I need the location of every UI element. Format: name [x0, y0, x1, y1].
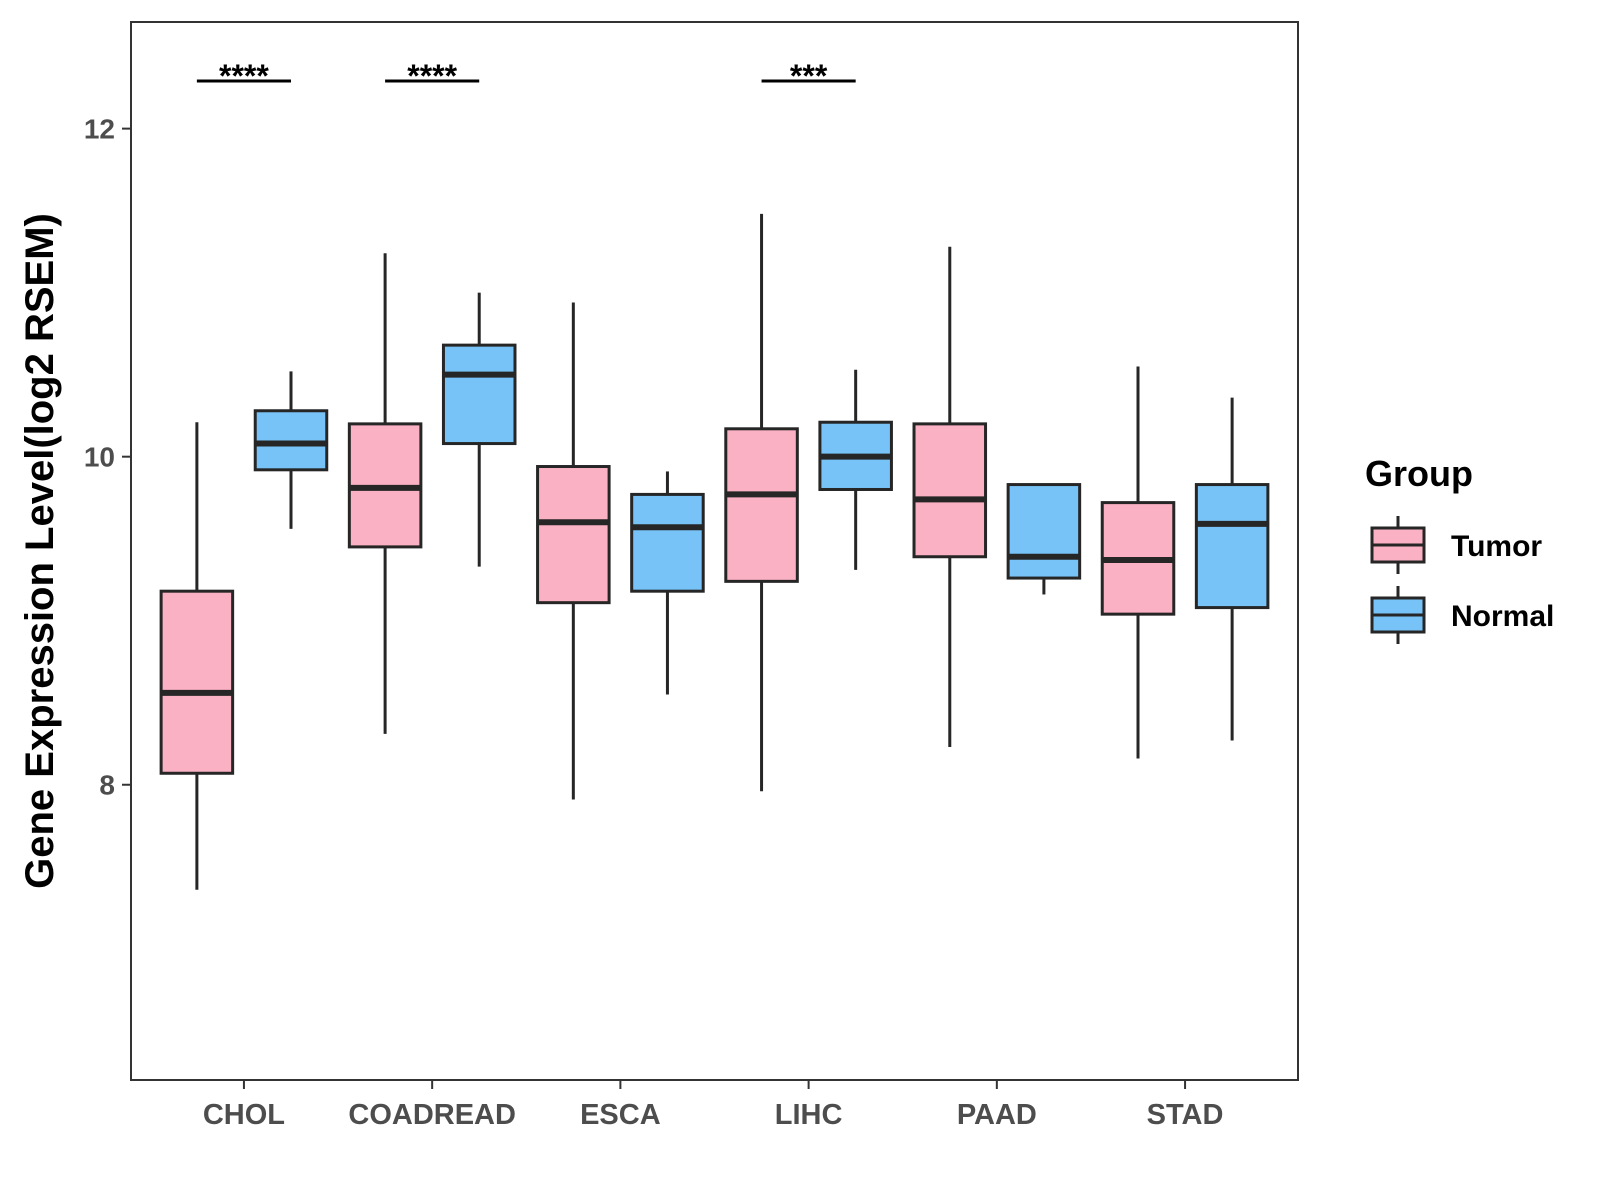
box-lihc-tumor: [724, 213, 799, 792]
box-coadread-normal: [441, 292, 517, 567]
box-esca-tumor: [536, 302, 611, 800]
box-body: [724, 427, 799, 583]
legend: Group Tumor Normal: [1365, 453, 1554, 644]
significance-label: ****: [407, 58, 457, 94]
x-axis: CHOL COADREAD ESCA LIHC PAAD STAD: [203, 1080, 1224, 1131]
box-body: [253, 409, 329, 472]
box-body: [1006, 483, 1082, 580]
box-series: [159, 213, 1270, 890]
significance-chol: ****: [196, 58, 291, 94]
y-tick-label: 12: [84, 114, 115, 145]
box-body: [159, 589, 235, 775]
box-body: [1194, 483, 1270, 610]
series-normal: [253, 292, 1270, 741]
box-body: [441, 343, 517, 446]
box-lihc-normal: [818, 369, 893, 570]
significance-label: ****: [219, 58, 269, 94]
box-stad-tumor: [1100, 366, 1176, 759]
x-tick-label: ESCA: [580, 1099, 661, 1131]
legend-item-normal: Normal: [1370, 586, 1554, 644]
box-body: [536, 465, 611, 605]
box-paad-normal: [1006, 483, 1082, 595]
y-tick-label: 10: [84, 442, 115, 473]
series-tumor: [159, 213, 1176, 890]
significance-annotations: **** **** ***: [196, 58, 856, 94]
x-tick-label: CHOL: [203, 1099, 285, 1131]
box-chol-tumor: [159, 422, 235, 890]
box-body: [630, 492, 705, 593]
box-stad-normal: [1194, 397, 1270, 741]
legend-label: Tumor: [1451, 530, 1542, 563]
x-tick-label: STAD: [1147, 1099, 1224, 1131]
y-axis: 8 10 12: [84, 114, 131, 801]
x-tick-label: COADREAD: [348, 1099, 516, 1131]
legend-label: Normal: [1451, 600, 1554, 633]
significance-coadread: ****: [385, 58, 480, 94]
y-tick-label: 8: [99, 770, 115, 801]
significance-lihc: ***: [761, 58, 856, 94]
x-tick-label: PAAD: [957, 1099, 1037, 1131]
box-paad-tumor: [912, 246, 988, 748]
legend-title: Group: [1365, 453, 1473, 494]
box-coadread-tumor: [347, 253, 423, 734]
box-esca-normal: [630, 471, 705, 695]
legend-item-tumor: Tumor: [1370, 516, 1542, 574]
box-chol-normal: [253, 371, 329, 529]
y-axis-title: Gene Expression Level(log2 RSEM): [18, 213, 62, 889]
significance-label: ***: [790, 58, 828, 94]
x-tick-label: LIHC: [775, 1099, 843, 1131]
box-body: [912, 422, 988, 559]
